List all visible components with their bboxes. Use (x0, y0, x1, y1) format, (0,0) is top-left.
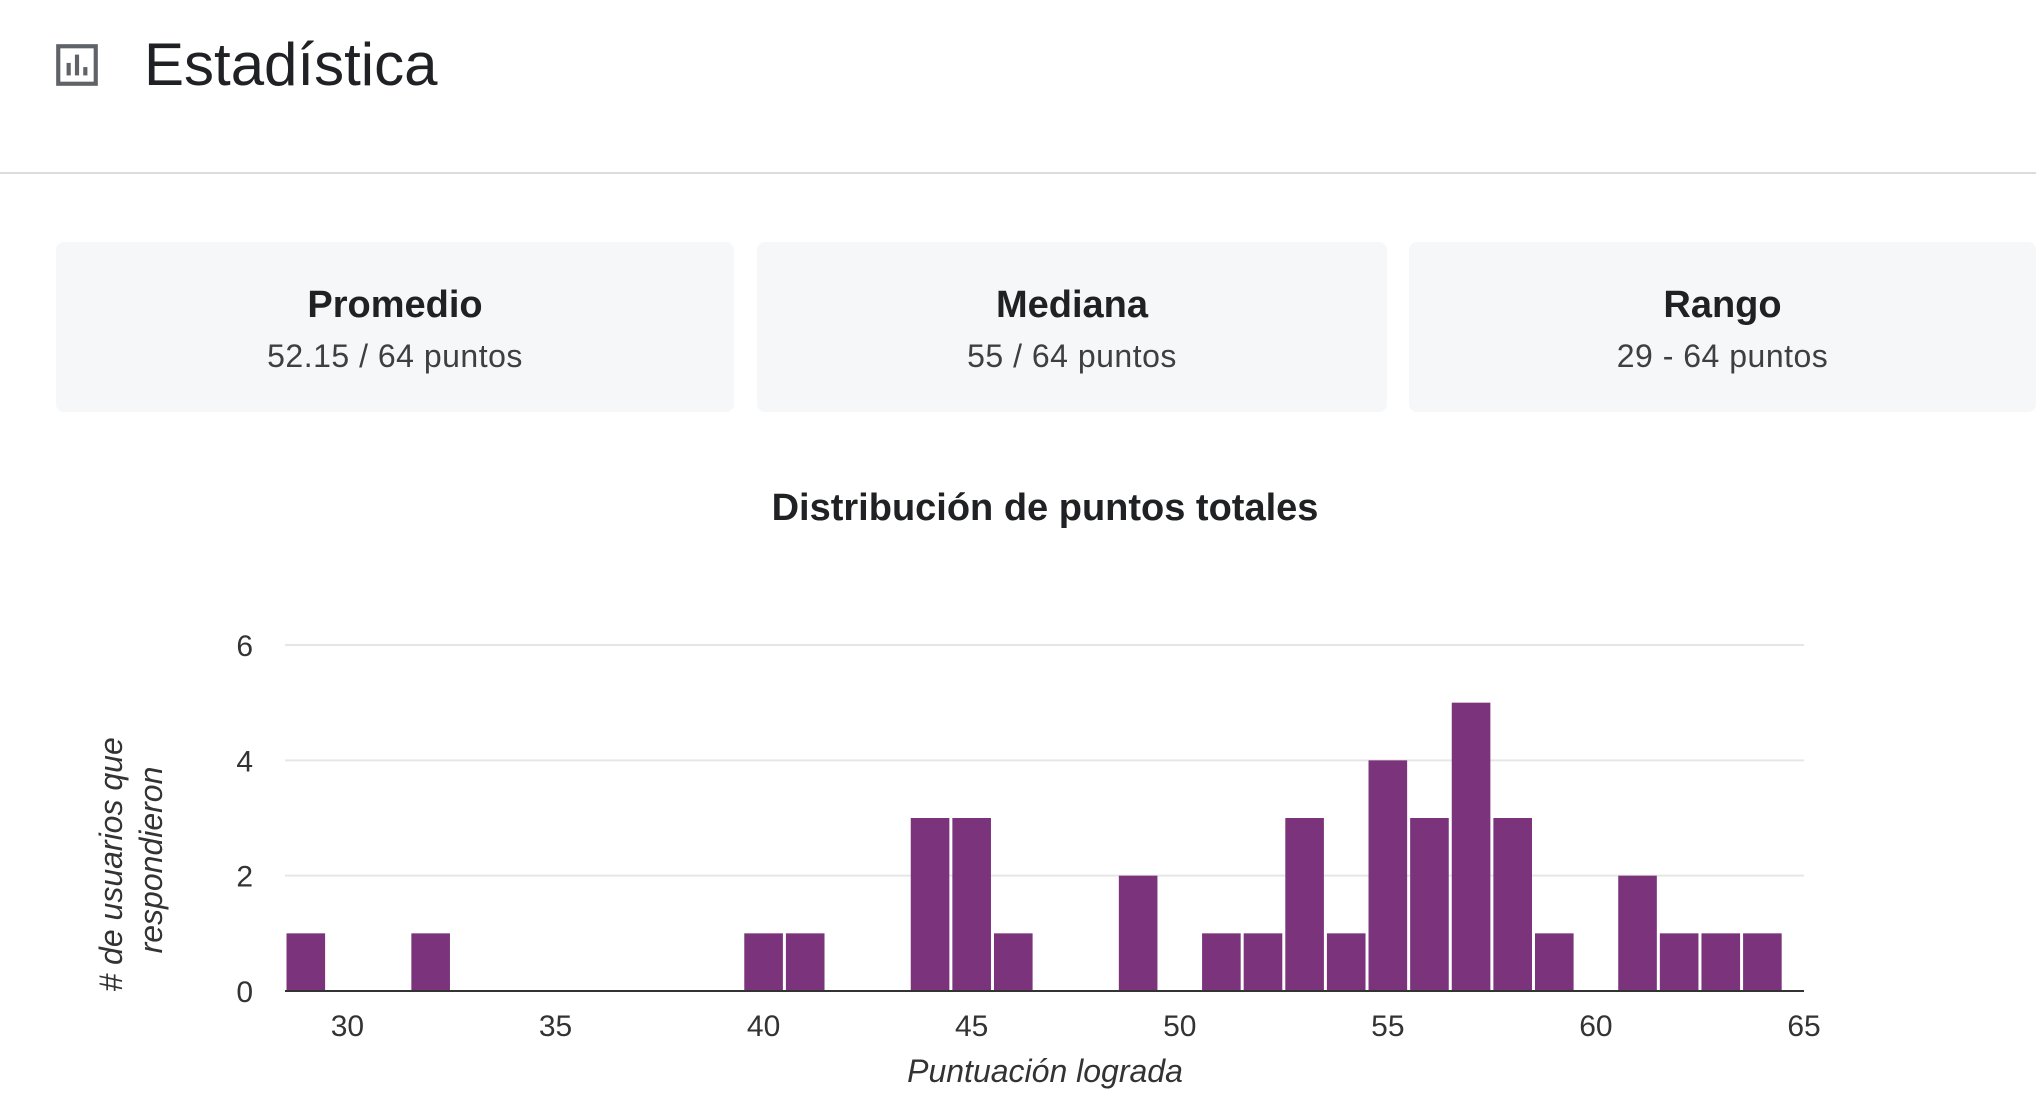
median-value: 55 / 64 puntos (967, 338, 1177, 374)
histogram-bar (286, 933, 326, 991)
average-card: Promedio 52.15 / 64 puntos (56, 242, 734, 412)
x-tick-label: 35 (539, 1010, 572, 1043)
histogram-bar (1659, 933, 1699, 991)
page-title: Estadística (144, 31, 438, 98)
y-axis-label-line-2: respondieron (133, 767, 169, 954)
range-value: 29 - 64 puntos (1616, 338, 1829, 374)
histogram-bar (993, 933, 1033, 991)
histogram-bar (1493, 818, 1532, 991)
average-value: 52.15 / 64 puntos (267, 338, 523, 374)
histogram-bar (1743, 933, 1782, 991)
x-tick-label: 55 (1371, 1010, 1404, 1043)
score-distribution-chart: Distribución de puntos totales 0 2 4 6 30 35 4… (93, 487, 1821, 1089)
median-card: Mediana 55 / 64 puntos (757, 242, 1387, 412)
histogram-bar (785, 933, 825, 991)
y-axis-label: # de usuarios que respondieron (93, 728, 169, 991)
x-tick-label: 30 (331, 1010, 364, 1043)
histogram-bar (744, 933, 783, 991)
histogram-bar (1243, 933, 1283, 991)
histogram-bar (1118, 875, 1158, 991)
histogram-bar (1368, 760, 1408, 991)
range-title: Rango (1663, 284, 1782, 326)
y-tick-label: 2 (236, 861, 253, 894)
histogram-bar (1202, 933, 1241, 991)
histogram-bar (1326, 933, 1366, 991)
x-tick-label: 45 (955, 1010, 988, 1043)
bar-chart-icon (56, 44, 98, 86)
y-tick-label: 0 (236, 976, 253, 1009)
x-tick-label: 60 (1579, 1010, 1612, 1043)
x-tick-label: 50 (1163, 1010, 1196, 1043)
x-axis-label: Puntuación lograda (907, 1053, 1183, 1089)
histogram-bar (1701, 933, 1741, 991)
median-title: Mediana (995, 284, 1149, 326)
x-tick-label: 65 (1787, 1010, 1820, 1043)
histogram-bar (952, 818, 991, 991)
average-title: Promedio (307, 284, 483, 326)
histogram-bar (411, 933, 450, 991)
y-axis-label-line-1: # de usuarios que (93, 737, 129, 991)
histogram-bar (1451, 702, 1491, 991)
x-tick-label: 40 (747, 1010, 780, 1043)
histogram-bar (1285, 818, 1324, 991)
y-tick-label: 4 (236, 745, 253, 778)
y-tick-label: 6 (236, 630, 253, 663)
histogram-bar (1618, 875, 1657, 991)
chart-title: Distribución de puntos totales (772, 487, 1319, 529)
page-header: Estadística (0, 0, 2036, 174)
histogram-bar (910, 818, 950, 991)
histogram-bar (1534, 933, 1574, 991)
range-card: Rango 29 - 64 puntos (1409, 242, 2036, 412)
histogram-bar (1410, 818, 1449, 991)
